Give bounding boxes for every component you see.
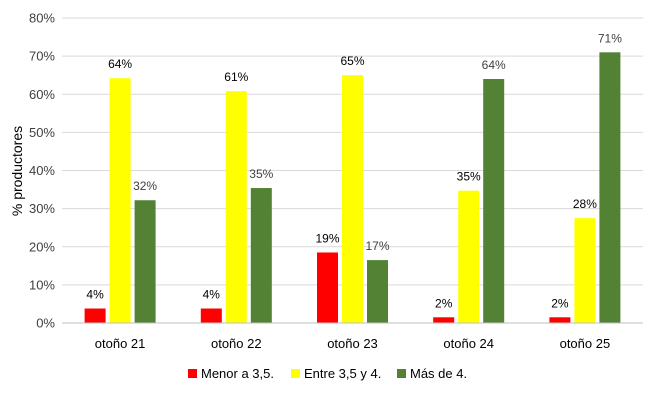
data-label: 4%: [86, 288, 104, 302]
x-category-label: otoño 24: [443, 336, 494, 351]
y-tick-label: 40%: [29, 163, 55, 178]
data-label: 35%: [457, 170, 481, 184]
data-labels: 4% 64% 32% 4% 61% 35% 19% 65% 17% 2% 35% 64% 2% 28% 71…: [86, 31, 622, 310]
legend-swatch: [188, 369, 197, 378]
data-label: 32%: [133, 179, 157, 193]
bar: [84, 308, 106, 323]
data-label: 64%: [482, 58, 506, 72]
bar: [458, 190, 480, 323]
bars: [84, 52, 621, 323]
x-category-label: otoño 25: [560, 336, 611, 351]
data-label: 19%: [315, 231, 339, 245]
data-label: 61%: [224, 70, 248, 84]
data-label: 71%: [598, 31, 622, 45]
y-tick-label: 70%: [29, 49, 55, 64]
legend: Menor a 3,5. Entre 3,5 y 4. Más de 4.: [188, 366, 467, 381]
x-category-label: otoño 21: [95, 336, 146, 351]
bar: [317, 252, 338, 323]
legend-swatch: [291, 369, 300, 378]
bar: [367, 260, 388, 323]
data-label: 17%: [365, 239, 389, 253]
bar: [483, 79, 505, 323]
x-category-label: otoño 23: [327, 336, 378, 351]
bar: [549, 317, 571, 323]
data-label: 2%: [435, 296, 453, 310]
y-tick-label: 60%: [29, 87, 55, 102]
legend-label: Más de 4.: [410, 366, 467, 381]
legend-label: Entre 3,5 y 4.: [304, 366, 381, 381]
data-label: 28%: [573, 197, 597, 211]
y-tick-label: 0%: [36, 316, 55, 331]
x-category-label: otoño 22: [211, 336, 262, 351]
data-label: 64%: [108, 57, 132, 71]
y-tick-label: 20%: [29, 239, 55, 254]
bar: [225, 91, 247, 323]
bar: [109, 78, 131, 323]
y-axis-title: % productores: [9, 126, 25, 216]
data-label: 65%: [340, 54, 364, 68]
bar: [574, 218, 596, 323]
y-tick-label: 80%: [29, 11, 55, 26]
y-tick-label: 50%: [29, 125, 55, 140]
bar: [342, 75, 363, 323]
bar: [599, 52, 621, 323]
data-label: 35%: [249, 167, 273, 181]
y-tick-label: 30%: [29, 201, 55, 216]
y-tick-label: 10%: [29, 277, 55, 292]
x-axis-category-labels: otoño 21 otoño 22 otoño 23 otoño 24 otoño 25: [95, 336, 610, 351]
data-label: 2%: [551, 296, 569, 310]
bar: [250, 188, 272, 323]
bar: [134, 200, 156, 323]
bar: [433, 317, 455, 323]
bar: [200, 308, 222, 323]
legend-swatch: [397, 369, 406, 378]
data-label: 4%: [203, 288, 221, 302]
legend-label: Menor a 3,5.: [201, 366, 274, 381]
y-axis-tick-labels: 0% 10% 20% 30% 40% 50% 60% 70% 80%: [29, 11, 55, 331]
